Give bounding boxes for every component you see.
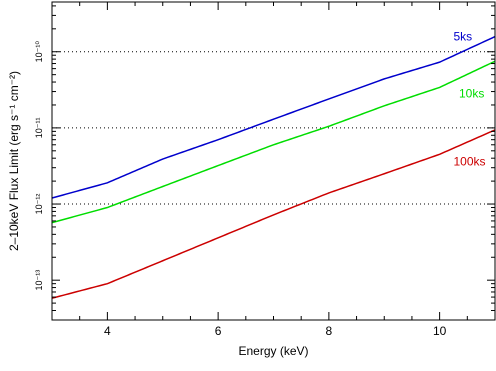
x-axis-title: Energy (keV) [238, 344, 308, 358]
series-label-100ks: 100ks [453, 155, 485, 169]
y-tick-label: 10⁻¹² [34, 194, 44, 215]
axis-ticks [51, 2, 496, 321]
x-tick-label: 6 [215, 324, 222, 338]
y-tick-label: 10⁻¹⁰ [34, 41, 44, 63]
x-tick-label: 10 [433, 324, 447, 338]
series-line-10ks [51, 60, 496, 224]
y-tick-label: 10⁻¹¹ [34, 118, 44, 139]
axis-tick-labels: 4 6 8 10 10⁻¹³ 10⁻¹² 10⁻¹¹ 10⁻¹⁰ [34, 41, 447, 338]
x-tick-label: 8 [326, 324, 333, 338]
y-tick-label: 10⁻¹³ [34, 270, 44, 291]
series-lines [51, 35, 496, 299]
reference-lines [52, 51, 495, 205]
series-line-5ks [51, 35, 496, 199]
x-tick-label: 4 [104, 324, 111, 338]
y-axis-title: 2–10keV Flux Limit (erg s⁻¹ cm⁻²) [7, 71, 21, 251]
series-labels: 5ks 10ks 100ks [453, 30, 485, 169]
series-label-5ks: 5ks [453, 30, 472, 44]
plot-frame [51, 1, 496, 321]
series-label-10ks: 10ks [459, 87, 484, 101]
series-line-100ks [51, 129, 496, 299]
